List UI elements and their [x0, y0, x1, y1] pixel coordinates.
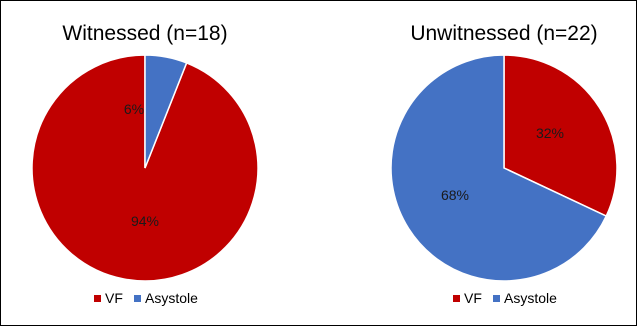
legend-label-vf: VF [464, 290, 482, 306]
pie-chart-unwitnessed: Unwitnessed (n=22) 32% 68% VF Asystole [390, 22, 618, 306]
slice-label-asystole: 6% [124, 101, 144, 117]
legend-label-asystole: Asystole [145, 290, 198, 306]
pie-slices-witnessed [31, 54, 259, 282]
slice-label-asystole: 68% [441, 187, 469, 203]
legend-swatch-vf [94, 295, 101, 302]
legend-label-asystole: Asystole [504, 290, 557, 306]
pie-slice-asystole [390, 54, 608, 282]
slice-label-vf: 94% [131, 213, 159, 229]
legend-swatch-asystole [493, 295, 500, 302]
chart-title-witnessed: Witnessed (n=18) [62, 22, 227, 45]
pie-labels-unwitnessed: 32% 68% [441, 125, 564, 203]
slice-label-vf: 32% [536, 125, 564, 141]
pie-labels-witnessed: 94% 6% [124, 101, 159, 229]
legend-swatch-asystole [134, 295, 141, 302]
pie-slice-vf [503, 54, 618, 218]
pie-slice-asystole [144, 54, 188, 169]
pie-slices-unwitnessed [390, 54, 618, 282]
legend-label-vf: VF [105, 290, 123, 306]
legend-swatch-vf [453, 295, 460, 302]
legend-witnessed: VF Asystole [94, 290, 198, 306]
pie-chart-witnessed: Witnessed (n=18) 94% 6% VF Asystole [31, 22, 259, 306]
legend-unwitnessed: VF Asystole [453, 290, 557, 306]
chart-title-unwitnessed: Unwitnessed (n=22) [410, 22, 597, 45]
